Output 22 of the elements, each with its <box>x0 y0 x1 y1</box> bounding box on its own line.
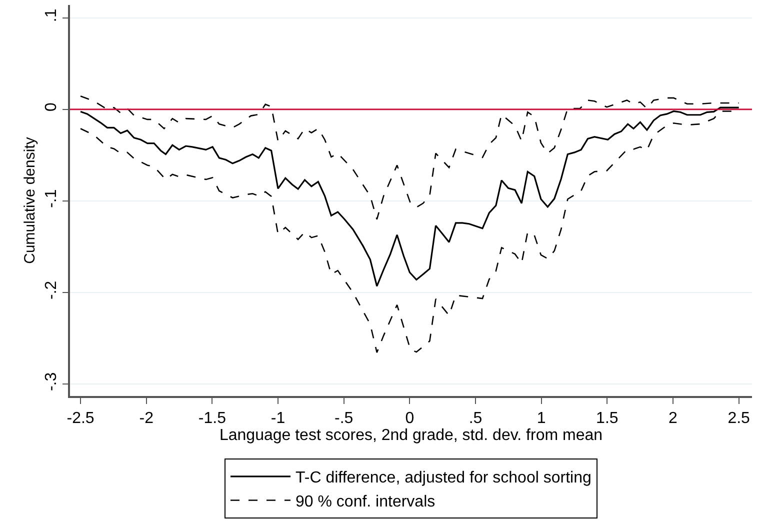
x-tick-label: -1.5 <box>198 410 226 427</box>
y-axis-title: Cumulative density <box>22 136 39 264</box>
x-tick-label: 1.5 <box>596 410 618 427</box>
x-tick-label: 0 <box>405 410 414 427</box>
x-axis-title: Language test scores, 2nd grade, std. dev. from mean <box>219 426 603 444</box>
y-tick-label: -.3 <box>42 372 60 392</box>
y-tick-label: .1 <box>42 8 60 22</box>
x-tick-label: -2.5 <box>66 410 94 427</box>
y-tick-label: 0 <box>42 102 60 112</box>
legend-label: T-C difference, adjusted for school sorting <box>296 470 592 487</box>
x-tick-label: -.5 <box>334 410 354 427</box>
y-tick-label: -.2 <box>42 280 60 300</box>
x-tick-label: 2.5 <box>728 410 750 427</box>
line-series <box>80 95 740 220</box>
x-tick-label: -1 <box>270 410 286 427</box>
y-tick-label: -.1 <box>42 189 60 208</box>
x-tick-label: -2 <box>139 410 154 427</box>
x-tick-label: 2 <box>668 410 678 427</box>
line-series <box>80 106 740 287</box>
x-tick-label: .5 <box>468 410 482 427</box>
legend-label: 90 % conf. intervals <box>296 494 436 510</box>
x-tick-label: 1 <box>536 410 546 427</box>
